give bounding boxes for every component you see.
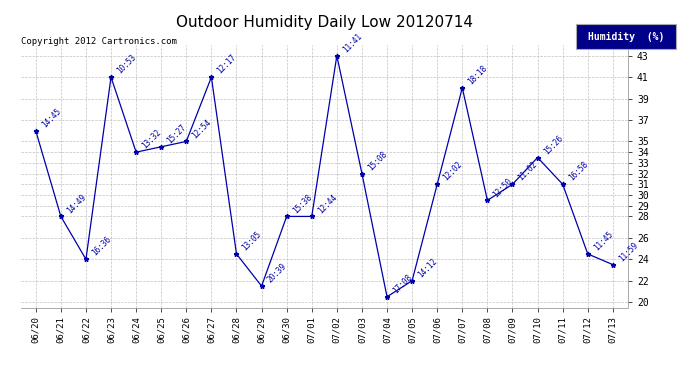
Text: 13:05: 13:05	[241, 230, 264, 252]
Text: 14:49: 14:49	[65, 192, 88, 215]
Text: 15:08: 15:08	[366, 150, 389, 172]
Text: 15:27: 15:27	[166, 123, 188, 146]
Text: 16:58: 16:58	[566, 160, 589, 183]
Text: 12:54: 12:54	[190, 117, 213, 140]
Text: 12:17: 12:17	[215, 53, 238, 76]
Text: 15:26: 15:26	[542, 134, 564, 156]
Text: 11:45: 11:45	[592, 230, 615, 252]
Text: Humidity  (%): Humidity (%)	[588, 32, 664, 42]
Text: 17:08: 17:08	[391, 273, 414, 296]
Text: 12:02: 12:02	[442, 160, 464, 183]
Text: 10:53: 10:53	[115, 53, 138, 76]
Text: 11:41: 11:41	[341, 32, 364, 54]
Text: 20:39: 20:39	[266, 262, 288, 285]
Text: 18:18: 18:18	[466, 64, 489, 87]
Text: 13:32: 13:32	[140, 128, 163, 151]
Text: 14:12: 14:12	[416, 256, 439, 279]
Text: Outdoor Humidity Daily Low 20120714: Outdoor Humidity Daily Low 20120714	[176, 15, 473, 30]
Text: 12:44: 12:44	[316, 192, 339, 215]
Text: Copyright 2012 Cartronics.com: Copyright 2012 Cartronics.com	[21, 38, 177, 46]
Text: 12:50: 12:50	[491, 176, 514, 199]
Text: 11:59: 11:59	[617, 240, 640, 263]
Text: 15:38: 15:38	[290, 192, 313, 215]
Text: 14:45: 14:45	[40, 106, 63, 129]
Text: 11:02: 11:02	[517, 160, 540, 183]
Text: 16:36: 16:36	[90, 235, 113, 258]
